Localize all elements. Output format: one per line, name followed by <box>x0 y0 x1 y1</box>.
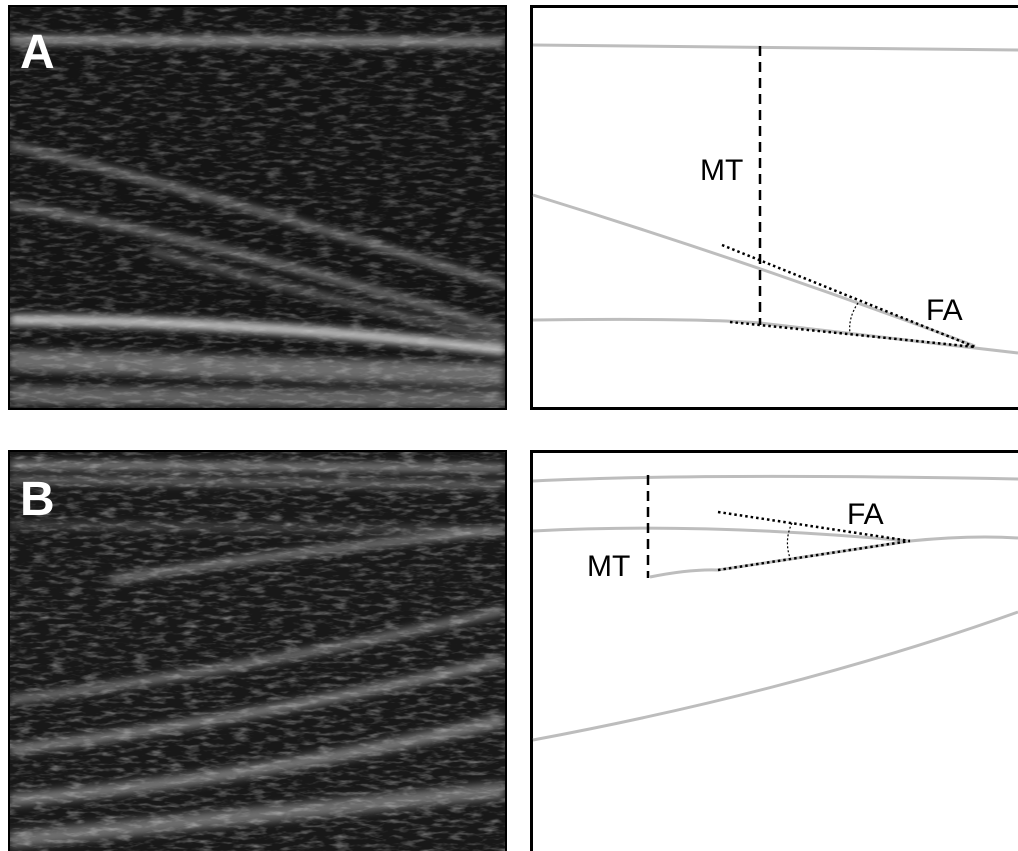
ultrasound-image-a: A <box>8 5 507 410</box>
mt-label: MT <box>587 550 630 583</box>
diagram-a: MT FA <box>530 5 1018 410</box>
panel-label: B <box>20 473 55 526</box>
mt-label: MT <box>700 154 743 187</box>
diagram-b: MT FA <box>530 450 1018 851</box>
panel-label: A <box>20 26 55 79</box>
ultrasound-image-b: B <box>8 450 507 851</box>
fa-label: FA <box>926 294 963 327</box>
fa-label: FA <box>847 498 884 531</box>
